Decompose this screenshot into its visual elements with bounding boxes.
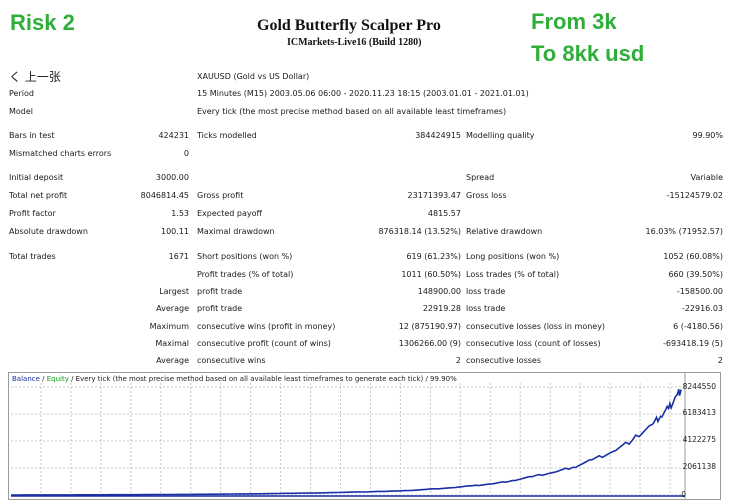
legend-description: / Every tick (the most precise method ba…: [68, 375, 457, 383]
y-tick-label: 2061138: [682, 462, 716, 471]
maximal-consecutive-loss-label: consecutive loss (count of losses): [466, 339, 601, 348]
legend-sep: /: [39, 375, 47, 383]
profit-factor-label: Profit factor: [9, 209, 56, 218]
profit-trades-value: 1011 (60.50%): [401, 270, 461, 279]
y-tick-label: 4122275: [682, 435, 716, 444]
maximal-consecutive-loss-value: -693418.19 (5): [662, 339, 723, 348]
back-button[interactable]: く 上一张: [9, 70, 61, 84]
average-label: Average: [156, 304, 189, 313]
net-profit-label: Total net profit: [9, 191, 68, 200]
absolute-drawdown-value: 100.11: [161, 227, 189, 236]
balance-series-line: [11, 388, 682, 496]
largest-loss-label: loss trade: [466, 287, 506, 296]
symbol-value: XAUUSD (Gold vs US Dollar): [197, 72, 310, 81]
y-tick-label: 6183413: [682, 408, 716, 417]
maximal-label: Maximal: [155, 339, 189, 348]
model-value: Every tick (the most precise method base…: [197, 107, 507, 116]
relative-drawdown-value: 16.03% (71952.57): [645, 227, 723, 236]
overlay-from-label: From 3k: [531, 9, 617, 34]
average2-label: Average: [156, 356, 189, 365]
deposit-label: Initial deposit: [9, 173, 64, 182]
max-consecutive-wins-label: consecutive wins (profit in money): [197, 322, 336, 331]
period-label: Period: [9, 89, 34, 98]
long-positions-label: Long positions (won %): [466, 252, 560, 261]
max-consecutive-wins-value: 12 (875190.97): [398, 322, 461, 331]
gross-loss-value: -15124579.02: [666, 191, 723, 200]
average-profit-value: 22919.28: [422, 304, 461, 313]
legend-balance: Balance: [12, 375, 40, 383]
mismatch-label: Mismatched charts errors: [9, 149, 112, 158]
gross-loss-label: Gross loss: [466, 191, 507, 200]
y-tick-label: 0: [681, 490, 686, 499]
average-consecutive-wins-value: 2: [455, 356, 461, 365]
maximal-drawdown-value: 876318.14 (13.52%): [378, 227, 461, 236]
maximal-drawdown-label: Maximal drawdown: [197, 227, 275, 236]
short-positions-label: Short positions (won %): [197, 252, 293, 261]
legend-equity: Equity: [46, 375, 69, 383]
report-title: Gold Butterfly Scalper Pro: [257, 17, 441, 34]
expected-payoff-value: 4815.57: [427, 209, 461, 218]
total-trades-value: 1671: [168, 252, 189, 261]
loss-trades-value: 660 (39.50%): [668, 270, 723, 279]
maximum-label: Maximum: [149, 322, 189, 331]
spread-value: Variable: [690, 173, 723, 182]
ticks-value: 384424915: [415, 131, 461, 140]
maximal-consecutive-profit-label: consecutive profit (count of wins): [197, 339, 331, 348]
net-profit-value: 8046814.45: [140, 191, 189, 200]
expected-payoff-label: Expected payoff: [197, 209, 262, 218]
absolute-drawdown-label: Absolute drawdown: [9, 227, 88, 236]
average-profit-label: profit trade: [197, 304, 243, 313]
profit-trades-label: Profit trades (% of total): [197, 270, 294, 279]
largest-profit-label: profit trade: [197, 287, 243, 296]
report-subtitle: ICMarkets-Live16 (Build 1280): [287, 37, 422, 48]
average-loss-label: loss trade: [466, 304, 506, 313]
model-label: Model: [9, 107, 34, 116]
gross-profit-value: 23171393.47: [407, 191, 461, 200]
loss-trades-label: Loss trades (% of total): [466, 270, 560, 279]
balance-chart: Balance / Equity / Every tick (the most …: [8, 372, 721, 500]
largest-profit-value: 148900.00: [417, 287, 461, 296]
max-consecutive-losses-label: consecutive losses (loss in money): [466, 322, 606, 331]
y-tick-label: 8244550: [682, 382, 716, 391]
balance-chart-svg: [11, 373, 686, 499]
bars-value: 424231: [158, 131, 189, 140]
deposit-value: 3000.00: [155, 173, 189, 182]
quality-value: 99.90%: [692, 131, 723, 140]
average-consecutive-wins-label: consecutive wins: [197, 356, 266, 365]
gross-profit-label: Gross profit: [197, 191, 244, 200]
mismatch-value: 0: [183, 149, 189, 158]
long-positions-value: 1052 (60.08%): [663, 252, 723, 261]
average-consecutive-losses-label: consecutive losses: [466, 356, 542, 365]
spread-label: Spread: [466, 173, 495, 182]
chart-legend: Balance / Equity / Every tick (the most …: [12, 375, 457, 383]
maximal-consecutive-profit-value: 1306266.00 (9): [398, 339, 461, 348]
relative-drawdown-label: Relative drawdown: [466, 227, 543, 236]
largest-loss-value: -158500.00: [676, 287, 723, 296]
profit-factor-value: 1.53: [171, 209, 189, 218]
overlay-risk-label: Risk 2: [10, 10, 75, 35]
total-trades-label: Total trades: [9, 252, 56, 261]
average-loss-value: -22916.03: [681, 304, 723, 313]
overlay-to-label: To 8kk usd: [531, 41, 645, 66]
largest-label: Largest: [159, 287, 189, 296]
average-consecutive-losses-value: 2: [717, 356, 723, 365]
max-consecutive-losses-value: 6 (-4180.56): [673, 322, 723, 331]
quality-label: Modelling quality: [466, 131, 535, 140]
short-positions-value: 619 (61.23%): [406, 252, 461, 261]
ticks-label: Ticks modelled: [197, 131, 257, 140]
bars-label: Bars in test: [9, 131, 55, 140]
period-value: 15 Minutes (M15) 2003.05.06 06:00 - 2020…: [197, 89, 529, 98]
